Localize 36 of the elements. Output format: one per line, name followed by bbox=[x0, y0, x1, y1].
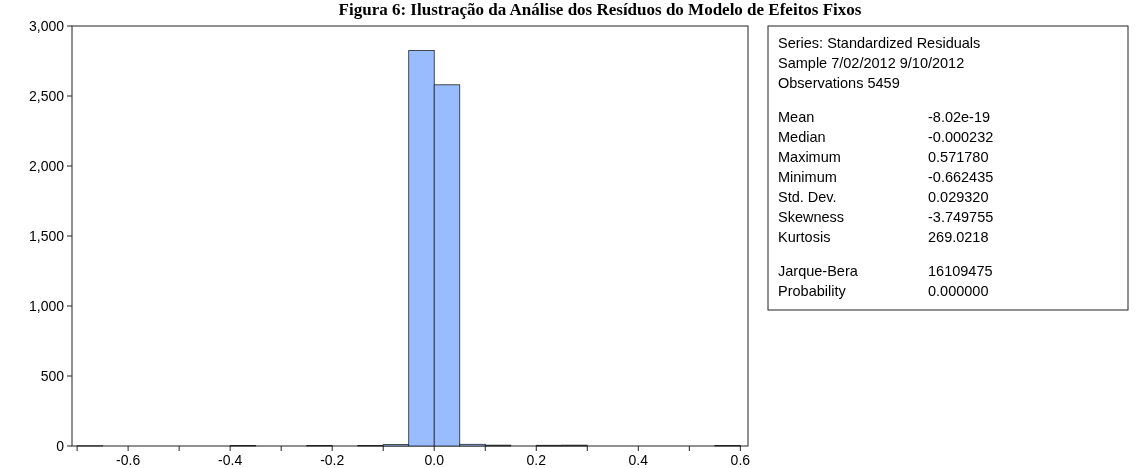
chart-title: Figura 6: Ilustração da Análise dos Resíduos do Modelo de Efeitos Fixos bbox=[338, 0, 862, 19]
text: Sample 7/02/2012 9/10/2012 bbox=[778, 55, 965, 71]
x-tick-label: 0.2 bbox=[526, 452, 547, 468]
text: 0.571780 bbox=[928, 149, 989, 165]
y-tick-label: 2,000 bbox=[28, 158, 65, 174]
y-tick-label: 500 bbox=[40, 368, 65, 384]
y-tick-label: 1,500 bbox=[28, 228, 65, 244]
text: -8.02e-19 bbox=[928, 109, 991, 125]
text: Series: Standardized Residuals bbox=[778, 35, 981, 51]
y-tick-label: 3,000 bbox=[28, 18, 65, 34]
x-tick-label: -0.6 bbox=[116, 452, 141, 468]
text: Kurtosis bbox=[778, 229, 831, 245]
x-tick-label: 0.4 bbox=[628, 452, 649, 468]
x-tick-label: -0.2 bbox=[320, 452, 345, 468]
text: Std. Dev. bbox=[778, 189, 837, 205]
text: Minimum bbox=[778, 169, 837, 185]
y-tick-label: 2,500 bbox=[28, 88, 65, 104]
text: 0.000000 bbox=[928, 283, 989, 299]
x-tick-label: -0.4 bbox=[218, 452, 243, 468]
y-tick-label: 0 bbox=[56, 438, 65, 454]
text: -0.662435 bbox=[928, 169, 994, 185]
text: -3.749755 bbox=[928, 209, 994, 225]
text: Maximum bbox=[778, 149, 841, 165]
x-tick-label: 0.6 bbox=[730, 452, 751, 468]
text: 0.029320 bbox=[928, 189, 989, 205]
text: Skewness bbox=[778, 209, 845, 225]
text: 16109475 bbox=[928, 263, 993, 279]
text: Observations 5459 bbox=[778, 75, 900, 91]
text: Median bbox=[778, 129, 826, 145]
text: Mean bbox=[778, 109, 815, 125]
y-tick-label: 1,000 bbox=[28, 298, 65, 314]
text: Jarque-Bera bbox=[778, 263, 859, 279]
text: Probability bbox=[778, 283, 847, 299]
x-tick-label: 0.0 bbox=[424, 452, 445, 468]
text: -0.000232 bbox=[928, 129, 994, 145]
text: 269.0218 bbox=[928, 229, 989, 245]
